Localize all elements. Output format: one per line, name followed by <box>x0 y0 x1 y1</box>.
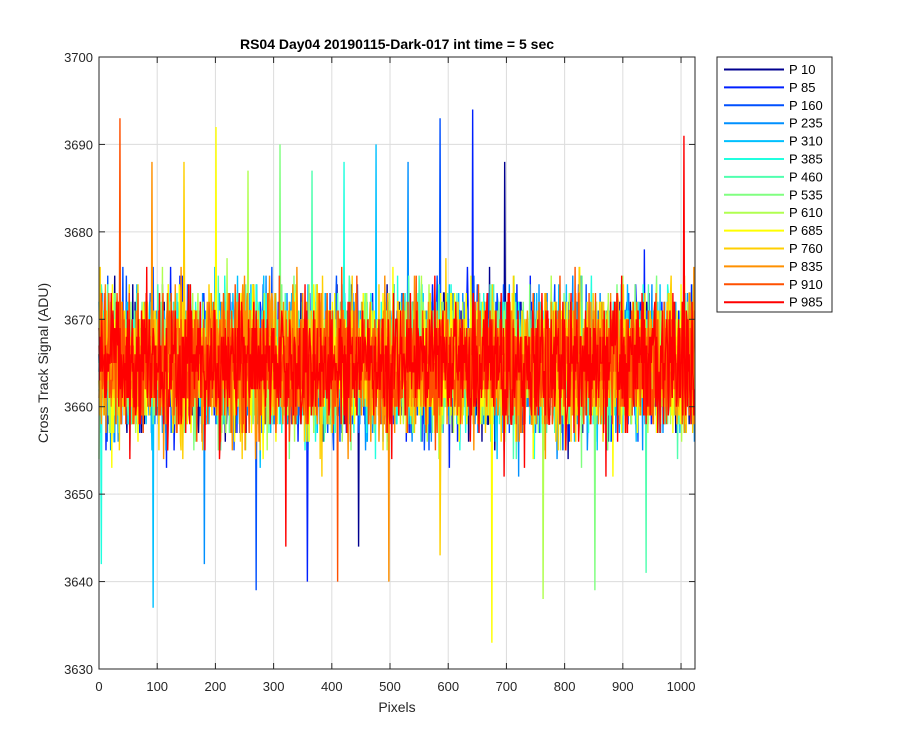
axis-ticks <box>98 56 695 670</box>
y-tick-labels: 3630 3640 3650 3660 3670 3680 3690 3700 <box>64 50 93 677</box>
legend-label: P 160 <box>789 98 823 113</box>
legend-items: P 10 P 85 P 160 P 235 P 310 P 385 P 460 P 535 P … <box>724 62 823 310</box>
x-tick-label: 300 <box>263 679 285 694</box>
legend-box <box>716 56 833 313</box>
legend-label: P 85 <box>789 80 816 95</box>
x-tick-label: 500 <box>379 679 401 694</box>
legend: P 10 P 85 P 160 P 235 P 310 P 385 P 460 P 535 P … <box>716 56 833 313</box>
legend-label: P 910 <box>789 277 823 292</box>
axes-box <box>98 56 696 670</box>
y-tick-label: 3680 <box>64 225 93 240</box>
legend-label: P 685 <box>789 223 823 238</box>
legend-label: P 10 <box>789 62 816 77</box>
y-tick-label: 3690 <box>64 137 93 152</box>
series-traces <box>98 109 696 643</box>
y-tick-label: 3670 <box>64 312 93 327</box>
x-tick-label: 100 <box>146 679 168 694</box>
legend-label: P 835 <box>789 259 823 274</box>
y-tick-label: 3650 <box>64 487 93 502</box>
legend-label: P 610 <box>789 205 823 220</box>
y-tick-label: 3660 <box>64 400 93 415</box>
x-tick-label: 900 <box>612 679 634 694</box>
x-tick-label: 200 <box>205 679 227 694</box>
legend-label: P 535 <box>789 187 823 202</box>
x-axis-label: Pixels <box>378 699 415 715</box>
y-axis-label: Cross Track Signal (ADU) <box>35 283 51 443</box>
x-tick-label: 0 <box>95 679 102 694</box>
legend-label: P 310 <box>789 134 823 149</box>
y-tick-label: 3630 <box>64 662 93 677</box>
legend-label: P 385 <box>789 152 823 167</box>
legend-label: P 985 <box>789 295 823 310</box>
x-tick-label: 700 <box>496 679 518 694</box>
y-tick-label: 3700 <box>64 50 93 65</box>
x-tick-label: 800 <box>554 679 576 694</box>
y-tick-label: 3640 <box>64 575 93 590</box>
legend-label: P 460 <box>789 169 823 184</box>
x-tick-labels: 0 100 200 300 400 500 600 700 800 900 1000 <box>95 679 695 694</box>
x-tick-label: 1000 <box>667 679 696 694</box>
x-tick-label: 600 <box>437 679 459 694</box>
x-tick-label: 400 <box>321 679 343 694</box>
chart-title: RS04 Day04 20190115-Dark-017 int time = … <box>240 36 554 52</box>
series-line-p985 <box>98 135 696 547</box>
legend-label: P 235 <box>789 116 823 131</box>
legend-label: P 760 <box>789 241 823 256</box>
